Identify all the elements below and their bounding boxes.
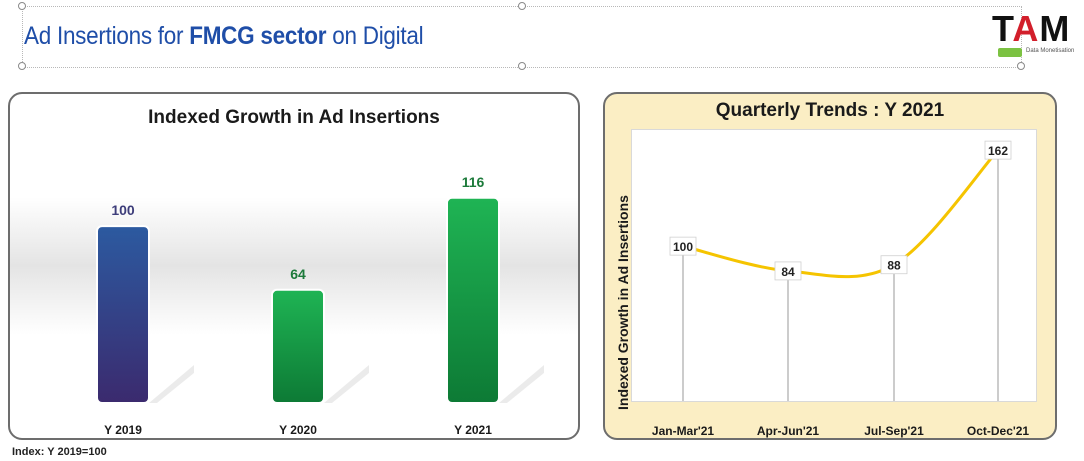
page-title: Ad Insertions for FMCG sector on Digital	[24, 22, 424, 51]
bar-category-label: Y 2021	[454, 423, 492, 437]
resize-handle-top-middle[interactable]	[518, 2, 526, 10]
data-label-box	[984, 140, 1012, 160]
bar-chart-title: Indexed Growth in Ad Insertions	[148, 107, 440, 128]
x-tick-label: Oct-Dec'21	[967, 424, 1030, 438]
bar-value-label: 64	[290, 266, 306, 282]
bar-shadow	[149, 365, 194, 403]
data-label-box	[774, 261, 802, 281]
bar-y-2020	[271, 288, 325, 404]
bar-y-2019	[96, 225, 150, 404]
page-title-part1: Ad Insertions for	[24, 22, 190, 50]
page-title-bold: FMCG sector	[189, 22, 327, 50]
bar-chart-svg: 100 Y 2019 64 Y 2020 116 Y 2021	[96, 174, 544, 437]
bar-value-label: 116	[462, 174, 485, 190]
resize-handle-bottom-left[interactable]	[18, 62, 26, 70]
data-label-box	[880, 255, 908, 275]
line-chart-title: Quarterly Trends : Y 2021	[715, 100, 945, 121]
bar-shadow	[499, 365, 544, 403]
series-line	[681, 148, 1000, 279]
data-label: 162	[988, 144, 1008, 158]
x-tick-label: Apr-Jun'21	[757, 424, 820, 438]
bar-category-label: Y 2020	[279, 423, 317, 437]
bar-chart-panel: Indexed Growth in Ad Insertions 100 Y 201…	[8, 92, 580, 440]
x-tick-label: Jan-Mar'21	[652, 424, 715, 438]
line-chart-panel: Quarterly Trends : Y 2021 Indexed Growth…	[603, 92, 1057, 440]
bar-y-2021	[446, 196, 500, 405]
logo-wordmark: TAM	[992, 8, 1071, 49]
x-tick-label: Jul-Sep'21	[864, 424, 924, 438]
resize-handle-bottom-middle[interactable]	[518, 62, 526, 70]
bar-category-label: Y 2019	[104, 423, 142, 437]
data-label: 84	[781, 265, 795, 279]
data-label: 88	[887, 259, 901, 273]
logo-green-bar	[998, 48, 1022, 57]
index-footnote: Index: Y 2019=100	[12, 446, 107, 458]
data-label-box	[669, 236, 697, 256]
data-label: 100	[673, 240, 693, 254]
resize-handle-top-left[interactable]	[18, 2, 26, 10]
bar-value-label: 100	[111, 202, 135, 218]
resize-handle-bottom-right[interactable]	[1017, 62, 1025, 70]
tam-logo: TAM Data Monetisation	[992, 8, 1082, 60]
bar-shadow	[324, 365, 369, 403]
line-chart-svg: 100 84 88 162 Jan-Mar'21 Apr-Jun'21 Jul-Sep'21…	[652, 140, 1030, 438]
line-plot-area	[631, 129, 1037, 402]
title-frame	[18, 2, 1025, 70]
page-title-part2: on Digital	[326, 22, 424, 50]
logo-subtitle: Data Monetisation	[1026, 48, 1075, 54]
